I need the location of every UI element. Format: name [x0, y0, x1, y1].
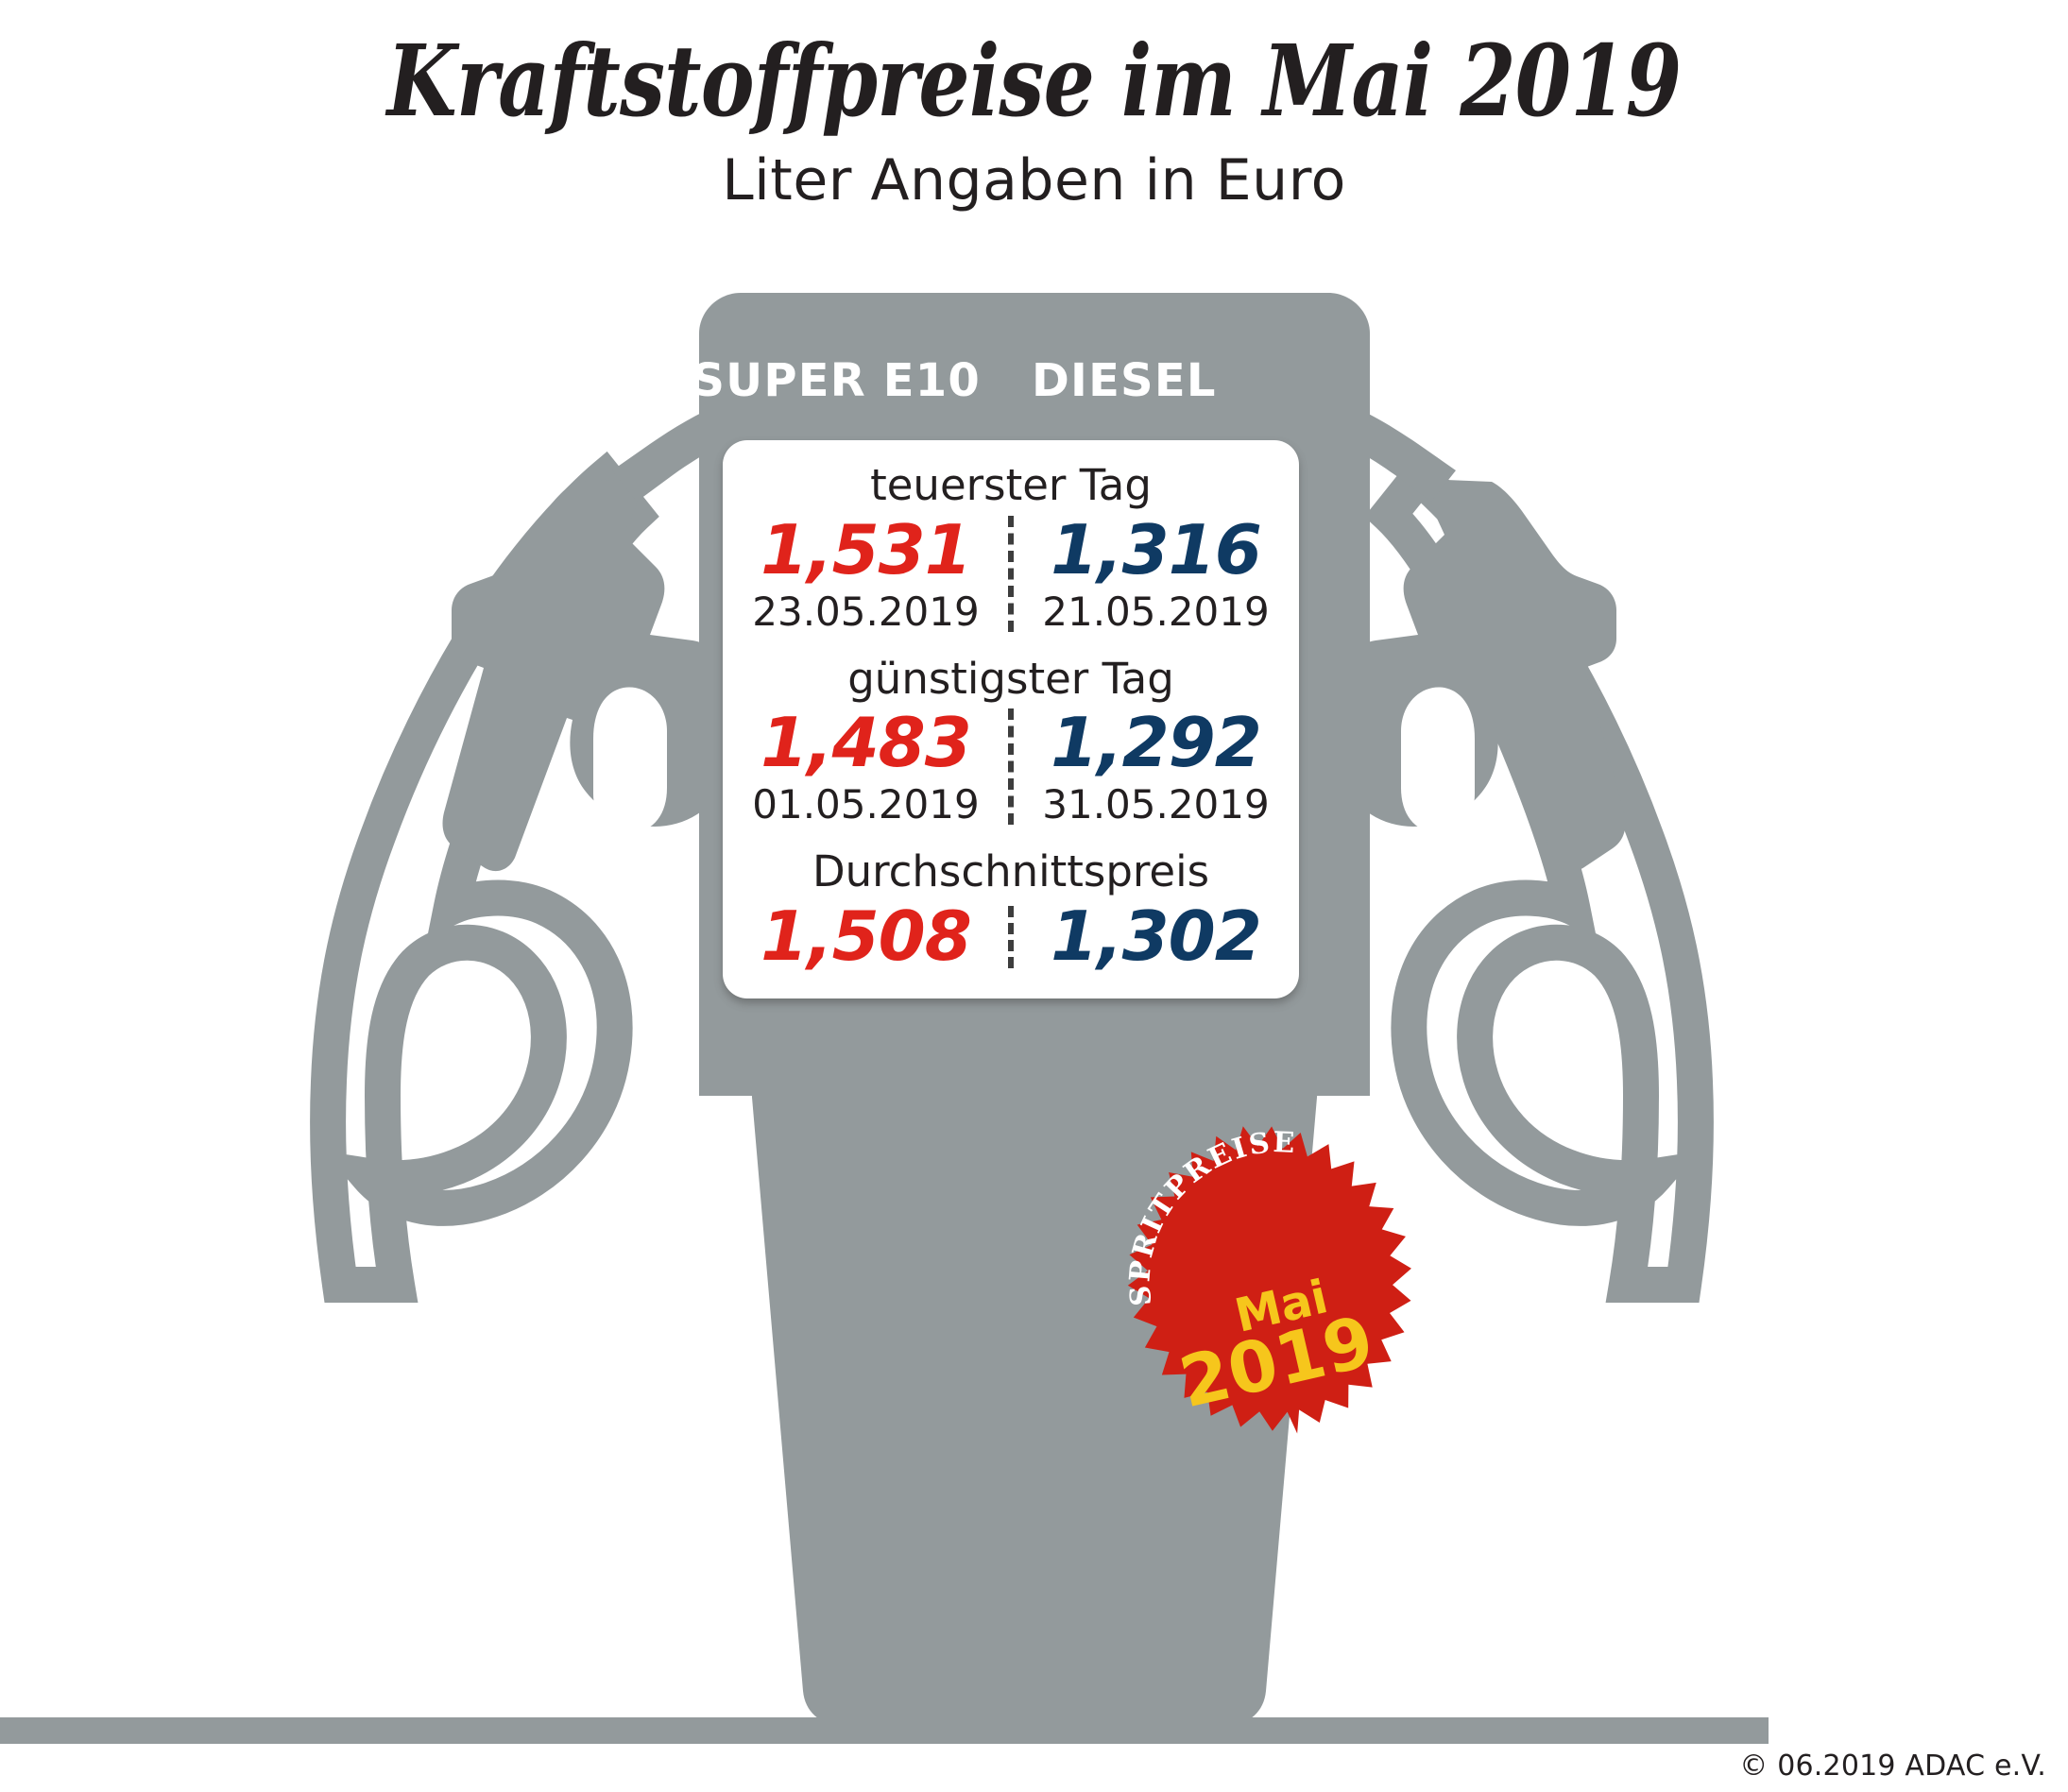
starburst-shape	[1127, 1126, 1411, 1434]
price-display-panel: teuerster Tag 1,531 23.05.2019 1,316 21.…	[723, 440, 1299, 998]
price-diesel-cheapest: 1,292	[1051, 703, 1262, 783]
metric-col-super: 1,508	[738, 896, 1011, 976]
metric-block-most-expensive: teuerster Tag 1,531 23.05.2019 1,316 21.…	[738, 461, 1284, 634]
footer-divider-bar	[0, 1717, 1769, 1744]
nozzle-right-guard	[1401, 687, 1475, 834]
price-super-most-expensive: 1,531	[761, 509, 972, 589]
page-subtitle: Liter Angaben in Euro	[722, 147, 1346, 214]
metric-title-cheapest: günstigster Tag	[847, 653, 1174, 704]
metric-row-average: 1,508 1,302	[738, 896, 1284, 976]
date-diesel-most-expensive: 21.05.2019	[1042, 588, 1270, 635]
nozzle-right	[1332, 480, 1626, 872]
metric-row-cheapest: 1,483 01.05.2019 1,292 31.05.2019	[738, 703, 1284, 828]
starburst-badge-graphic: SPRITPREISE Mai 2019	[1123, 1126, 1411, 1434]
metric-row-most-expensive: 1,531 23.05.2019 1,316 21.05.2019	[738, 509, 1284, 635]
metric-col-diesel: 1,292 31.05.2019	[1011, 703, 1284, 828]
date-super-cheapest: 01.05.2019	[752, 781, 980, 828]
metric-col-diesel: 1,316 21.05.2019	[1011, 509, 1284, 635]
spritpreise-badge: SPRITPREISE Mai 2019	[1100, 1103, 1442, 1462]
metric-col-super: 1,531 23.05.2019	[738, 509, 1011, 635]
metric-title-average: Durchschnittspreis	[812, 846, 1210, 897]
price-diesel-most-expensive: 1,316	[1051, 509, 1262, 589]
block-spacer	[738, 827, 1284, 847]
date-super-most-expensive: 23.05.2019	[752, 588, 980, 635]
metric-title-most-expensive: teuerster Tag	[870, 460, 1152, 510]
price-super-cheapest: 1,483	[761, 703, 972, 783]
price-diesel-average: 1,302	[1051, 896, 1262, 976]
nozzle-left-guard	[593, 687, 667, 834]
column-divider-dashed	[1008, 515, 1014, 632]
footer-copyright: © 06.2019 ADAC e.V.	[1739, 1749, 2046, 1783]
hose-right	[1364, 451, 1714, 1303]
metric-block-average: Durchschnittspreis 1,508 1,302	[738, 847, 1284, 974]
column-divider-dashed	[1008, 708, 1014, 826]
nozzle-left	[442, 480, 736, 872]
metric-col-diesel: 1,302	[1011, 896, 1284, 976]
metric-col-super: 1,483 01.05.2019	[738, 703, 1011, 828]
column-divider-dashed	[1008, 905, 1014, 968]
metric-block-cheapest: günstigster Tag 1,483 01.05.2019 1,292 3…	[738, 653, 1284, 828]
header: Kraftstoffpreise im Mai 2019 Liter Angab…	[0, 0, 2068, 212]
price-super-average: 1,508	[761, 896, 972, 976]
block-spacer	[738, 634, 1284, 655]
page-title: Kraftstoffpreise im Mai 2019	[386, 23, 1682, 139]
date-diesel-cheapest: 31.05.2019	[1042, 781, 1270, 828]
hose-left	[310, 451, 659, 1303]
